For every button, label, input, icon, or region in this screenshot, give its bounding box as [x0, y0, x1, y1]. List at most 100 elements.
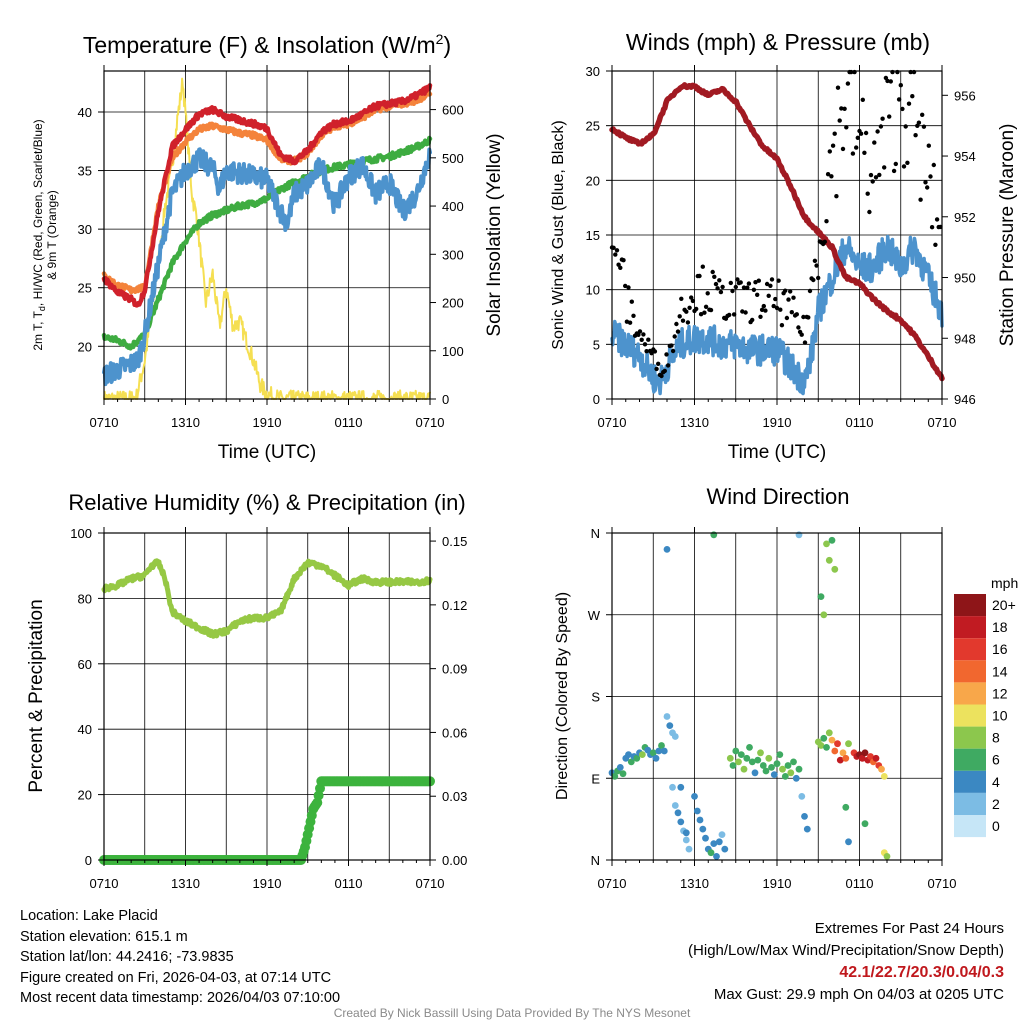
- gust-point: [901, 164, 907, 169]
- y-tick-label: 25: [78, 281, 92, 296]
- wind-direction-point: [655, 747, 663, 755]
- y2-tick-label: 954: [954, 149, 976, 164]
- gust-point: [670, 348, 676, 354]
- legend-label: 14: [992, 663, 1008, 679]
- wind-direction-point: [682, 836, 690, 844]
- gust-point: [662, 368, 667, 374]
- gust-point: [786, 297, 791, 302]
- gust-point: [751, 287, 757, 292]
- wind-direction-point: [746, 744, 753, 751]
- wind-direction-point: [817, 742, 825, 749]
- relative-humidity-line: [101, 558, 433, 639]
- y-tick-label: S: [591, 690, 600, 705]
- wind-direction-point: [834, 740, 841, 748]
- legend-label: 18: [992, 619, 1008, 635]
- gust-point: [925, 185, 930, 190]
- gust-point: [684, 309, 689, 314]
- wind-direction-point: [861, 820, 869, 828]
- gust-point: [627, 320, 633, 325]
- legend-label: 16: [992, 641, 1008, 657]
- y-tick-label: 60: [78, 657, 92, 672]
- legend-label: 8: [992, 730, 1000, 746]
- gust-point: [837, 118, 842, 123]
- wind-direction-point: [787, 769, 795, 777]
- gust-point: [802, 340, 808, 345]
- humidity-panel: Relative Humidity (%) & Precipitation (i…: [26, 490, 467, 891]
- gust-point: [807, 288, 813, 294]
- wind-direction-point: [702, 834, 709, 842]
- wind-direction-point: [616, 764, 624, 771]
- wind-direction-point: [867, 753, 874, 760]
- gust-point: [646, 337, 651, 342]
- gust-point: [799, 332, 804, 337]
- series-line-blue: [102, 147, 432, 387]
- wind-direction-point: [649, 749, 657, 757]
- insolation-y-axis-label: Solar Insolation (Yellow): [484, 133, 505, 336]
- gust-point: [773, 296, 778, 302]
- gust-point: [794, 312, 799, 317]
- gust-point: [880, 116, 885, 121]
- wind-direction-point: [713, 853, 720, 860]
- gust-point: [764, 281, 770, 287]
- speed-color-legend: mph 20+ 18 16 14 12 10 8 6 4 2 0: [954, 575, 1018, 838]
- wind-direction-point: [663, 713, 671, 720]
- wind-direction-point: [781, 773, 789, 780]
- gust-point: [788, 289, 793, 294]
- gust-point: [637, 329, 643, 334]
- gust-point: [832, 131, 837, 136]
- gust-point: [796, 325, 801, 330]
- y-tick-label: N: [591, 526, 600, 541]
- gust-point: [906, 101, 912, 106]
- wind-direction-point: [677, 783, 685, 791]
- gust-point: [778, 307, 783, 312]
- gust-point: [675, 329, 681, 334]
- x-tick-label: 0710: [928, 415, 957, 430]
- wind-direction-y-axis-label: Direction (Colored By Speed): [554, 592, 571, 800]
- wind-direction-point: [754, 756, 762, 764]
- legend-swatch: [954, 815, 986, 838]
- y-tick-label: 20: [78, 788, 92, 803]
- gust-point: [703, 304, 709, 309]
- gust-point: [923, 180, 928, 185]
- wind-direction-point: [735, 758, 742, 766]
- gust-point: [631, 313, 636, 318]
- gust-point: [878, 124, 884, 129]
- y-tick-label: 30: [78, 222, 92, 237]
- wind-direction-point: [611, 773, 619, 780]
- x-tick-label: 0710: [598, 415, 627, 430]
- gust-point: [891, 168, 897, 174]
- x-tick-label: 1910: [763, 415, 792, 430]
- gust-point: [697, 273, 702, 279]
- pressure-y-axis-label: Station Pressure (Maroon): [997, 124, 1018, 347]
- gust-point: [687, 305, 692, 310]
- y-tick-label: 25: [586, 119, 600, 134]
- y2-tick-label: 0.06: [442, 725, 467, 740]
- wind-direction-point: [757, 749, 764, 757]
- wind-direction-point: [718, 831, 726, 838]
- x-tick-label: 1910: [763, 876, 792, 891]
- y-tick-label: 20: [78, 339, 92, 354]
- gust-point: [712, 274, 717, 279]
- gust-point: [842, 106, 847, 112]
- gust-point: [877, 172, 882, 178]
- y2-tick-label: 100: [442, 344, 464, 359]
- gust-point: [885, 78, 890, 84]
- gust-point: [652, 349, 658, 354]
- x-tick-label: 0110: [846, 876, 874, 891]
- legend-title: mph: [991, 575, 1018, 591]
- winds-y-axis-label: Sonic Wind & Gust (Blue, Black): [550, 120, 567, 349]
- x-tick-label: 1310: [680, 415, 709, 430]
- y-tick-label: W: [588, 608, 601, 623]
- gust-point: [791, 295, 796, 300]
- legend-label: 0: [992, 818, 1000, 834]
- series-line-green: [101, 135, 433, 351]
- wind-direction-point: [842, 754, 850, 762]
- gust-point: [900, 106, 905, 112]
- gust-point: [829, 174, 834, 179]
- y-tick-label: 20: [586, 173, 600, 188]
- wind-direction-point: [677, 818, 685, 826]
- gust-point: [750, 317, 755, 323]
- gust-point: [918, 197, 923, 202]
- gust-point: [921, 124, 927, 129]
- gust-point: [822, 239, 827, 244]
